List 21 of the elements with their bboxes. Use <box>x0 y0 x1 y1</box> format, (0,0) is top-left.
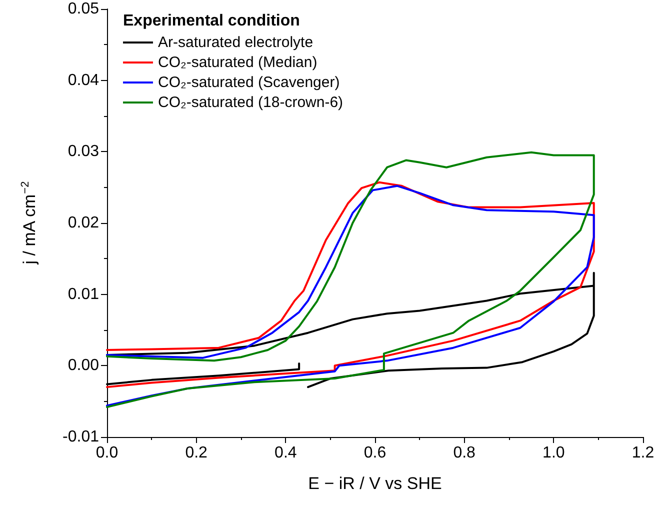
y-axis-title: j / mA cm−2 <box>20 181 39 266</box>
y-tick-label: -0.01 <box>62 428 100 446</box>
x-tick-label: 1.2 <box>632 444 654 462</box>
y-tick-label: 0.03 <box>68 143 100 160</box>
y-tick-label: 0.02 <box>68 214 100 232</box>
y-tick-label: 0.04 <box>68 72 100 89</box>
x-tick-label: 1.0 <box>542 444 565 462</box>
y-tick-label: 0.05 <box>68 0 100 18</box>
x-tick-label: 0.0 <box>96 444 118 462</box>
legend-label: CO₂-saturated (Median) <box>158 54 318 71</box>
x-axis-title: E − iR / V vs SHE <box>308 474 442 493</box>
x-tick-label: 0.8 <box>453 444 476 462</box>
legend-label: Ar-saturated electrolyte <box>158 34 314 51</box>
x-tick-label: 0.6 <box>364 444 386 462</box>
y-tick-label: 0.00 <box>68 357 100 374</box>
legend-title: Experimental condition <box>123 12 300 30</box>
x-tick-label: 0.4 <box>274 444 297 462</box>
legend-label: CO₂-saturated (18-crown-6) <box>158 94 344 111</box>
y-tick-label: 0.01 <box>68 286 100 303</box>
legend-label: CO₂-saturated (Scavenger) <box>158 74 340 91</box>
x-tick-label: 0.2 <box>185 444 208 462</box>
